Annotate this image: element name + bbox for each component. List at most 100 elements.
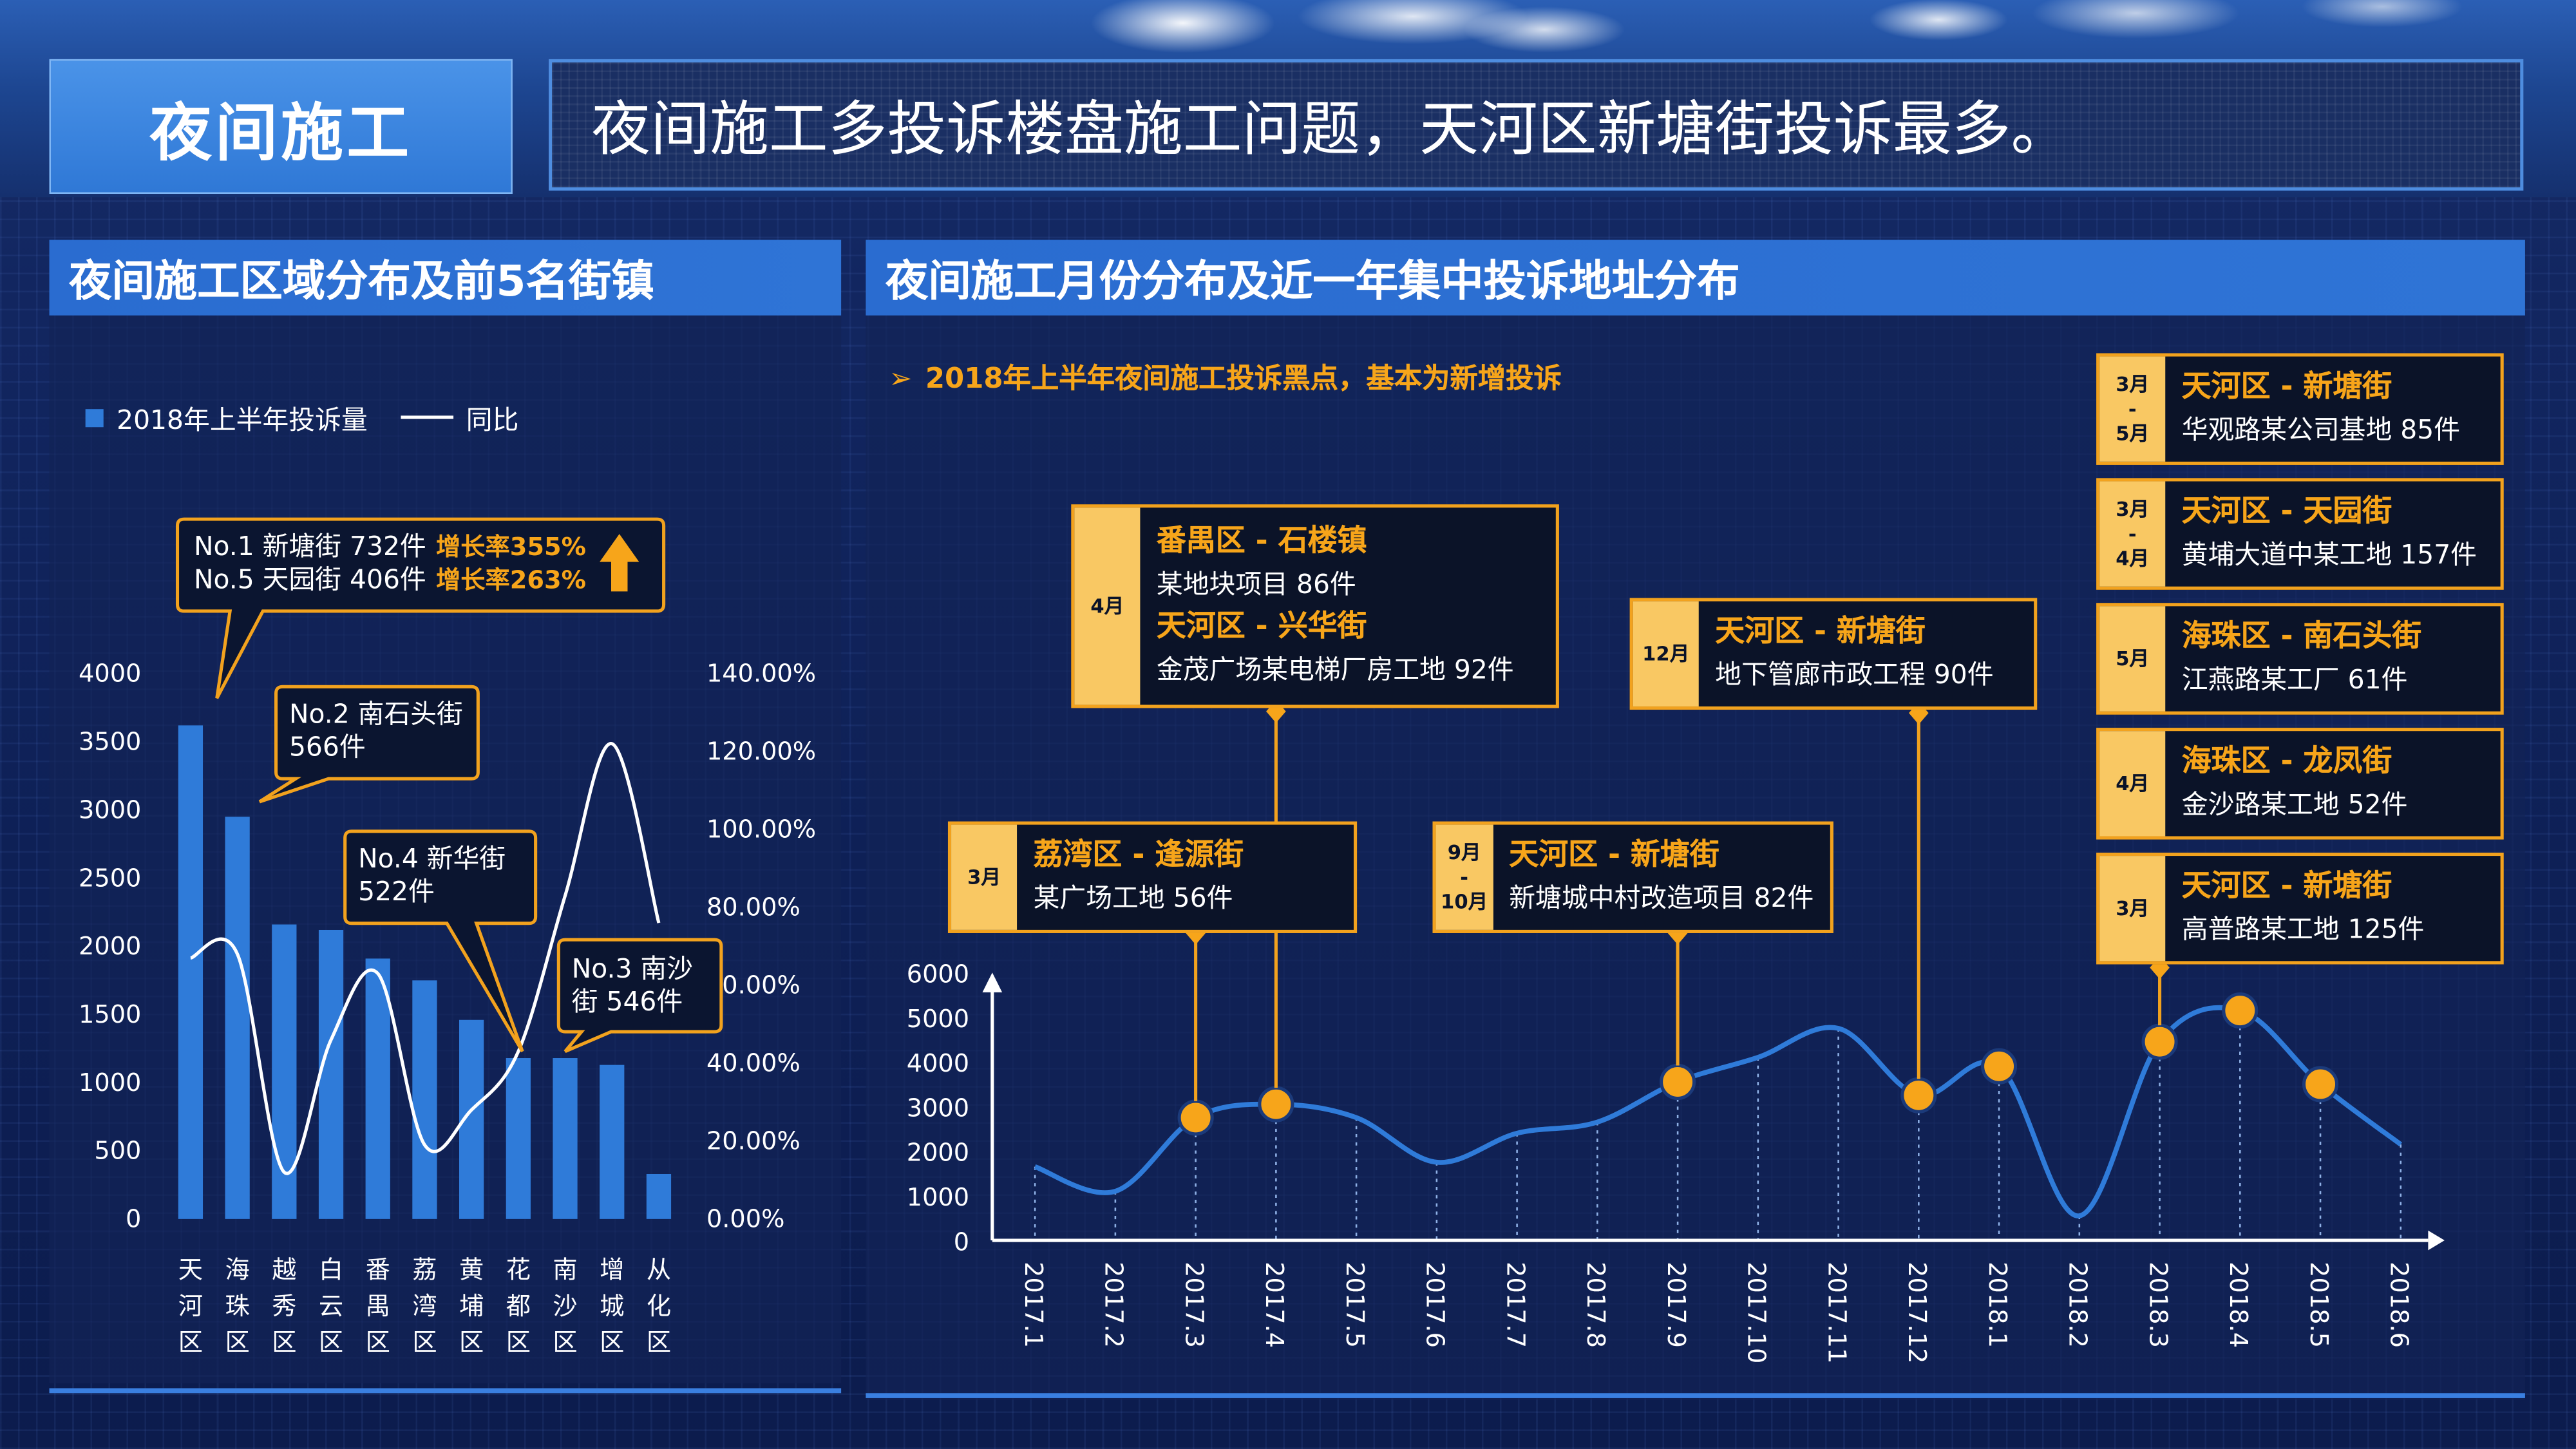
x-tick-荔湾区: 荔湾区 [412,1256,437,1357]
note-arrow-icon: ➢ [889,363,913,396]
hotspot-box-8-desc: 金沙路某工地 52件 [2181,788,2408,820]
hotspot-box-1-desc: 某广场工地 56件 [1033,882,1233,914]
x-tick-白云区: 白云区 [319,1256,343,1357]
hotspot-box-7-desc: 江燕路某工厂 61件 [2181,663,2408,696]
bar-荔湾区 [412,980,437,1219]
y-tick-1500: 1500 [79,1000,141,1029]
x-tick-2018.1: 2018.1 [1983,1262,2012,1348]
y-tick-0: 0 [126,1205,141,1234]
right-panel-title: 夜间施工月份分布及近一年集中投诉地址分布 [866,240,2525,316]
x-tick-2017.8: 2017.8 [1581,1262,1610,1348]
y2-tick-20.00%: 20.00% [706,1127,800,1156]
legend-bar-label: 2018年上半年投诉量 [117,404,368,436]
x-tick-从化区: 从化区 [647,1256,671,1357]
y-tick-4000: 4000 [907,1049,969,1078]
callout-no3: No.3 南沙 街 546件 [556,938,723,1053]
hotspot-box-4-title: 天河区 - 新塘街 [1715,614,1926,649]
hotspot-box-4-month: 12月 [1633,601,1699,706]
y-tick-0: 0 [954,1227,969,1256]
legend-bar-swatch [85,408,104,426]
left-legend: 2018年上半年投诉量 同比 [85,397,519,437]
point-2017.9 [1660,1063,1696,1101]
callout-top1-rate1: 增长率355% [436,533,586,562]
headline: 夜间施工多投诉楼盘施工问题，天河区新塘街投诉最多。 [549,59,2524,191]
y-tick-500: 500 [94,1137,141,1166]
hotspot-box-7: 5月 海珠区 - 南石头街 江燕路某工厂 61件 [2096,603,2504,715]
y2-tick-40.00%: 40.00% [706,1049,800,1078]
monthly-line [1034,1005,2403,1218]
y-tick-5000: 5000 [907,1005,969,1034]
hotspot-box-2: 4月 番禺区 - 石楼镇 某地块项目 86件 天河区 - 兴华街 金茂广场某电梯… [1071,504,1559,708]
x-tick-南沙区: 南沙区 [553,1256,577,1357]
hotspot-box-2-month: 4月 [1074,507,1141,705]
y-tick-3500: 3500 [79,728,141,757]
point-2017.3 [1177,1099,1214,1136]
hotspot-box-6-month: 3月 -4月 [2099,481,2166,587]
hotspot-box-4: 12月 天河区 - 新塘街地下管廊市政工程 90件 [1629,598,2038,710]
bar-海珠区 [225,817,250,1219]
right-bottom-rule [866,1393,2525,1398]
hotspot-box-6-title: 天河区 - 天园街 [2181,494,2392,529]
hotspot-box-9-desc: 高普路某工地 125件 [2181,913,2425,945]
page-title: 夜间施工 [49,59,513,194]
hotspot-box-5-desc: 华观路某公司基地 85件 [2181,413,2461,446]
callout-no2-line2: 566件 [289,731,366,762]
left-panel-title: 夜间施工区域分布及前5名街镇 [49,240,842,316]
hotspot-box-5: 3月 -5月 天河区 - 新塘街 华观路某公司基地 85件 [2096,353,2504,465]
point-2017.12 [1900,1077,1937,1113]
y2-tick-0.00%: 0.00% [706,1205,785,1234]
point-2018.1 [1981,1048,2018,1084]
hotspot-box-8-title: 海珠区 - 龙凤街 [2181,744,2392,779]
bar-白云区 [318,929,344,1219]
callout-top1-line2: No.5 天园街 406件 [194,564,426,594]
hotspot-note-text: 2018年上半年夜间施工投诉黑点，基本为新增投诉 [925,363,1562,396]
x-tick-2017.7: 2017.7 [1501,1262,1530,1348]
hotspot-note: ➢ 2018年上半年夜间施工投诉黑点，基本为新增投诉 [889,355,1562,396]
x-tick-花都区: 花都区 [506,1256,531,1357]
x-tick-2018.6: 2018.6 [2384,1262,2413,1348]
y-axis-arrow-icon [982,972,1003,992]
y2-tick-120.00%: 120.00% [706,737,816,766]
y-tick-4000: 4000 [79,659,141,688]
hotspot-box-3-month: 9月 -10月 [1435,824,1493,930]
x-tick-2017.3: 2017.3 [1179,1262,1208,1348]
bar-南沙区 [553,1058,578,1219]
y-tick-2000: 2000 [79,932,141,961]
legend-line-swatch [400,415,453,419]
x-tick-2017.4: 2017.4 [1260,1262,1289,1348]
callout-no4-line2: 522件 [358,876,435,907]
hotspot-box-6-desc: 黄埔大道中某工地 157件 [2181,538,2477,571]
y-tick-2000: 2000 [907,1139,969,1168]
district-bar-chart: 0 500 1000 1500 2000 2500 3000 3500 4000 0.00% 20… [79,517,816,1357]
callout-no2-line1: No.2 南石头街 [289,698,463,729]
y2-tick-100.00%: 100.00% [706,815,816,844]
x-tick-2017.1: 2017.1 [1019,1262,1048,1348]
hotspot-box-9-title: 天河区 - 新塘街 [2181,869,2392,904]
hotspot-box-1-month: 3月 [951,824,1018,930]
callout-top1-rate2: 增长率263% [436,565,586,594]
x-axis-arrow-icon [2428,1230,2445,1251]
yoy-line [190,742,661,1175]
hotspot-box-8-month: 4月 [2099,731,2166,837]
hotspot-box-3: 9月 -10月 天河区 - 新塘街 新塘城中村改造项目 82件 [1432,821,1833,933]
legend-line-label: 同比 [466,404,519,436]
callout-no4-line1: No.4 新华街 [358,843,506,874]
y2-tick-140.00%: 140.00% [706,659,816,688]
point-2018.4 [2222,992,2259,1029]
callout-no4: No.4 新华街 522件 [343,829,538,1052]
hotspot-box-3-title: 天河区 - 新塘街 [1509,838,1719,873]
hotspot-box-1-title: 荔湾区 - 逢源街 [1033,838,1244,873]
y-tick-6000: 6000 [907,960,969,989]
y-tick-3000: 3000 [79,795,141,824]
point-2018.5 [2302,1066,2339,1103]
x-tick-增城区: 增城区 [600,1256,624,1357]
hotspot-box-2-desc: 某地块项目 86件 [1156,568,1356,600]
hotspot-box-6: 3月 -4月 天河区 - 天园街黄埔大道中某工地 157件 [2096,478,2504,590]
hotspot-box-2-desc2: 金茂广场某电梯厂房工地 92件 [1156,654,1514,685]
point-2017.4 [1258,1086,1294,1122]
bar-花都区 [506,1058,531,1219]
bar-天河区 [178,725,204,1219]
hotspot-box-4-desc: 地下管廊市政工程 90件 [1715,658,1994,690]
